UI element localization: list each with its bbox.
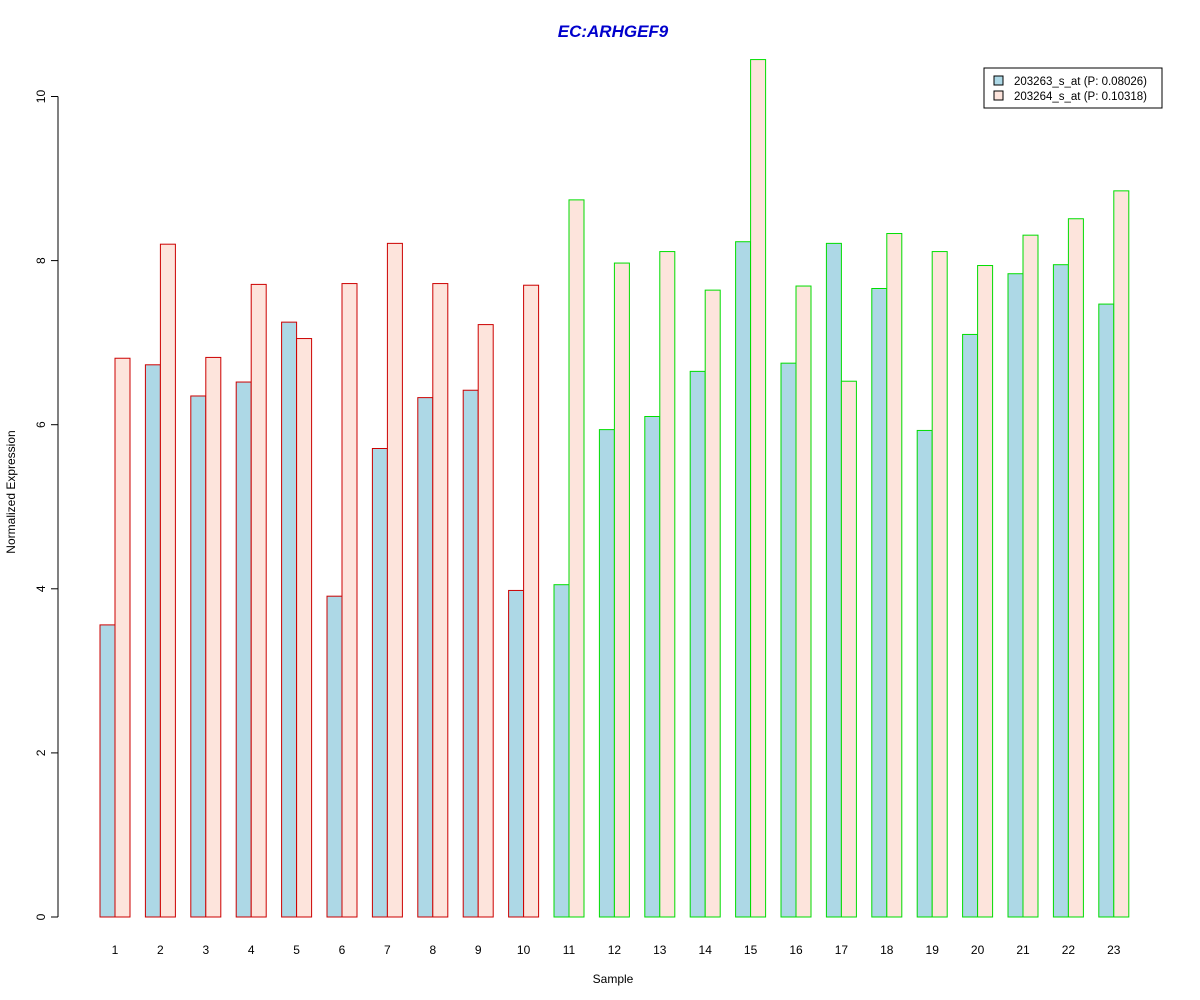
- bar-sample-6-series-1: [326, 595, 343, 918]
- y-tick-label: 6: [34, 421, 48, 428]
- bars: [99, 59, 1130, 918]
- bar-sample-1-series-1: [99, 624, 116, 918]
- x-tick-label: 12: [608, 943, 622, 957]
- bar-sample-15-series-2: [750, 59, 767, 918]
- bar-sample-18-series-1: [871, 287, 888, 918]
- chart-title: EC:ARHGEF9: [558, 22, 669, 41]
- y-tick-label: 10: [34, 90, 48, 104]
- x-tick-label: 11: [563, 943, 576, 957]
- bar-sample-9-series-1: [462, 389, 479, 918]
- bar-sample-5-series-1: [281, 321, 298, 918]
- bar-sample-16-series-1: [780, 362, 797, 918]
- x-tick-label: 16: [789, 943, 803, 957]
- x-tick-label: 10: [517, 943, 531, 957]
- bar-sample-19-series-2: [931, 251, 948, 918]
- x-axis-label: Sample: [593, 972, 634, 986]
- bar-sample-2-series-2: [159, 243, 176, 918]
- x-tick-label: 3: [202, 943, 209, 957]
- x-tick-label: 9: [475, 943, 482, 957]
- bar-sample-3-series-2: [205, 356, 222, 918]
- bar-sample-3-series-1: [190, 395, 207, 918]
- legend-swatch-series-1: [993, 75, 1004, 86]
- bar-sample-12-series-1: [598, 429, 615, 918]
- bar-sample-20-series-2: [977, 265, 994, 918]
- bar-sample-22-series-1: [1052, 264, 1069, 918]
- bar-sample-9-series-2: [477, 324, 494, 918]
- x-tick-label: 8: [429, 943, 436, 957]
- bar-sample-23-series-2: [1113, 190, 1130, 918]
- bar-sample-17-series-2: [840, 380, 857, 918]
- x-tick-label: 5: [293, 943, 300, 957]
- bar-sample-22-series-2: [1067, 218, 1084, 918]
- bar-sample-8-series-2: [432, 283, 449, 918]
- legend-label-series-2: 203264_s_at (P: 0.10318): [1014, 91, 1147, 103]
- x-tick-label: 6: [339, 943, 346, 957]
- bar-sample-4-series-2: [250, 283, 267, 918]
- bar-sample-11-series-1: [553, 584, 570, 918]
- bar-sample-2-series-1: [144, 364, 161, 918]
- x-tick-label: 4: [248, 943, 255, 957]
- bar-sample-15-series-1: [735, 241, 752, 918]
- bar-sample-6-series-2: [341, 283, 358, 918]
- x-tick-label: 21: [1016, 943, 1030, 957]
- bar-sample-16-series-2: [795, 285, 812, 918]
- x-tick-label: 19: [926, 943, 940, 957]
- bar-sample-23-series-1: [1098, 303, 1115, 918]
- bar-sample-7-series-2: [386, 242, 403, 918]
- legend: 203263_s_at (P: 0.08026) 203264_s_at (P:…: [983, 67, 1163, 109]
- y-tick-label: 2: [34, 749, 48, 756]
- bar-sample-20-series-1: [962, 333, 979, 918]
- bar-sample-18-series-2: [886, 233, 903, 918]
- bar-sample-13-series-2: [659, 251, 676, 918]
- x-tick-label: 13: [653, 943, 667, 957]
- bar-sample-12-series-2: [613, 262, 630, 918]
- bar-sample-14-series-2: [704, 289, 721, 918]
- x-tick-label: 18: [880, 943, 894, 957]
- x-tick-label: 17: [835, 943, 849, 957]
- bar-sample-14-series-1: [689, 370, 706, 918]
- legend-label-series-1: 203263_s_at (P: 0.08026): [1014, 76, 1147, 88]
- x-tick-label: 14: [699, 943, 713, 957]
- x-tick-label: 1: [112, 943, 119, 957]
- bar-sample-11-series-2: [568, 199, 585, 918]
- x-tick-label: 7: [384, 943, 391, 957]
- bar-sample-13-series-1: [644, 415, 661, 918]
- legend-box: [983, 67, 1163, 109]
- bar-sample-21-series-2: [1022, 234, 1039, 918]
- x-axis-tick-labels: 1 2 3 4 5 6 7 8 9 10 11 12 13 14 15 16 17 18 19 20 21 22 23: [112, 943, 1121, 957]
- y-tick-label: 0: [34, 913, 48, 920]
- legend-swatch-series-2: [993, 90, 1004, 101]
- bar-sample-10-series-1: [508, 589, 525, 918]
- bar-sample-19-series-1: [916, 429, 933, 918]
- bar-sample-5-series-2: [296, 338, 313, 918]
- bar-sample-7-series-1: [371, 447, 388, 918]
- bar-sample-17-series-1: [825, 242, 842, 918]
- y-tick-label: 4: [34, 585, 48, 592]
- x-tick-label: 20: [971, 943, 985, 957]
- x-tick-label: 2: [157, 943, 164, 957]
- x-tick-label: 15: [744, 943, 758, 957]
- y-axis-label: Normalized Expression: [4, 430, 18, 553]
- y-axis: 0 2 4 6 8 10: [34, 90, 59, 920]
- y-tick-label: 8: [34, 257, 48, 264]
- bar-sample-8-series-1: [417, 397, 434, 918]
- x-tick-label: 22: [1062, 943, 1076, 957]
- x-tick-label: 23: [1107, 943, 1121, 957]
- bar-sample-1-series-2: [114, 357, 131, 918]
- bar-sample-10-series-2: [523, 284, 540, 918]
- bar-sample-21-series-1: [1007, 273, 1024, 918]
- bar-sample-4-series-1: [235, 381, 252, 918]
